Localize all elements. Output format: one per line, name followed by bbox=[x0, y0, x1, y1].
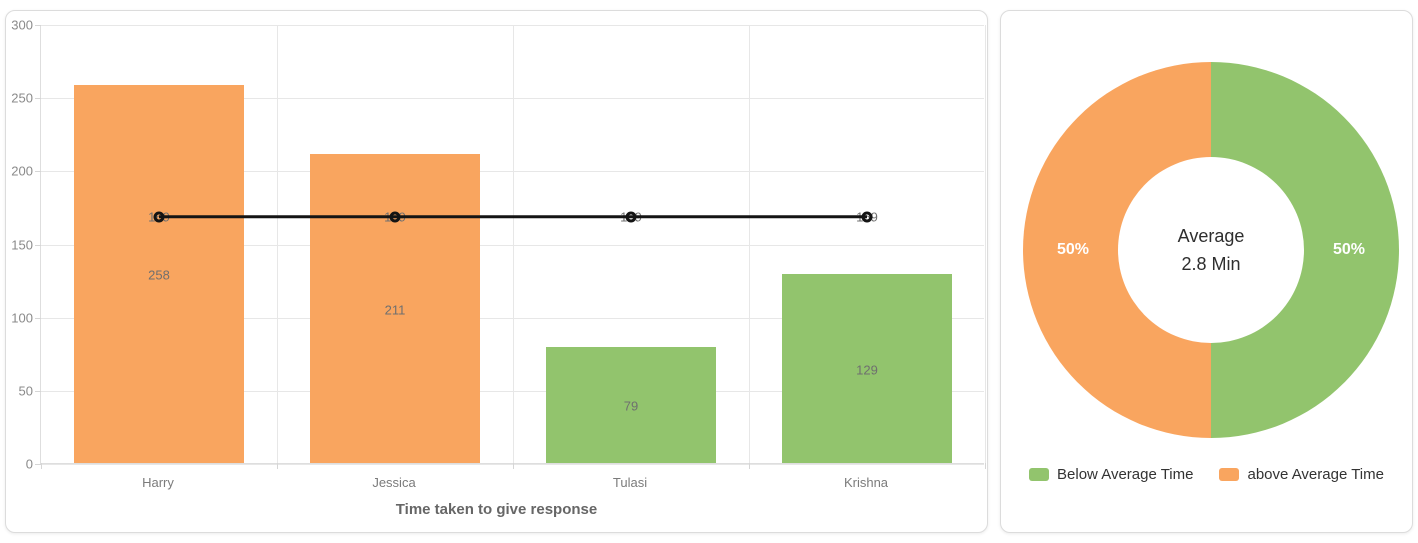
x-tick-mark bbox=[41, 463, 42, 469]
x-category-label: Krishna bbox=[843, 475, 889, 490]
x-category-label: Tulasi bbox=[612, 475, 648, 490]
bar-chart-title: Time taken to give response bbox=[395, 501, 598, 518]
line-point-marker[interactable] bbox=[625, 211, 637, 223]
legend-item[interactable]: Below Average Time bbox=[1029, 466, 1193, 483]
legend-label: above Average Time bbox=[1247, 466, 1384, 483]
y-tick-mark bbox=[35, 464, 41, 465]
y-tick-label: 300 bbox=[11, 17, 33, 33]
legend-item[interactable]: above Average Time bbox=[1219, 466, 1384, 483]
y-tick-mark bbox=[35, 244, 41, 246]
legend-swatch bbox=[1219, 468, 1240, 481]
y-tick-label: 250 bbox=[11, 90, 33, 106]
y-tick-label: 0 bbox=[25, 456, 33, 472]
y-tick-label: 100 bbox=[11, 310, 33, 326]
y-tick-mark bbox=[35, 171, 41, 173]
gridline-v bbox=[749, 25, 750, 463]
y-tick-mark bbox=[35, 317, 41, 319]
y-axis: 300 250 200 150 100 50 0 bbox=[6, 18, 40, 472]
donut-chart-card: Average 2.8 Min 50% 50% Below Average Tim… bbox=[1000, 10, 1413, 533]
x-tick-mark bbox=[985, 463, 986, 469]
average-line bbox=[159, 215, 867, 219]
line-point-marker[interactable] bbox=[861, 211, 873, 223]
gridline-v bbox=[985, 25, 986, 463]
gridline-h bbox=[41, 25, 984, 26]
y-tick-label: 50 bbox=[18, 383, 33, 399]
donut-legend: Below Average Time above Average Time bbox=[1001, 466, 1412, 483]
x-axis: Harry Jessica Tulasi Krishna bbox=[40, 472, 984, 492]
gridline-h bbox=[41, 390, 984, 392]
donut-center-title: Average bbox=[1177, 225, 1245, 246]
gridline-v bbox=[513, 25, 514, 463]
x-tick-mark bbox=[749, 463, 750, 469]
x-category-label: Harry bbox=[142, 475, 174, 490]
gridline-h bbox=[41, 317, 984, 319]
gridline-h bbox=[41, 98, 984, 100]
bar-value-label: 129 bbox=[856, 362, 878, 378]
bar-plot-area: 258 211 79 129 169 169 169 169 bbox=[35, 25, 986, 469]
donut-center-value: 2.8 Min bbox=[1181, 253, 1241, 274]
bar-chart-card: 300 250 200 150 100 50 0 258 211 79 129 169 169 169 1… bbox=[5, 10, 988, 533]
line-point-marker[interactable] bbox=[389, 211, 401, 223]
x-tick-mark bbox=[513, 463, 514, 469]
slice-percent-label: 50% bbox=[1056, 241, 1090, 258]
gridline-h bbox=[41, 464, 984, 465]
bar-value-label: 211 bbox=[384, 302, 406, 318]
bar-jessica[interactable] bbox=[310, 154, 480, 463]
bar-tulasi[interactable] bbox=[546, 347, 716, 463]
bar-value-label: 258 bbox=[148, 267, 170, 283]
bar-value-label: 79 bbox=[623, 398, 639, 414]
x-tick-mark bbox=[277, 463, 278, 469]
y-tick-mark bbox=[35, 98, 41, 100]
donut-ring[interactable]: Average 2.8 Min 50% 50% bbox=[1023, 62, 1399, 438]
x-category-label: Jessica bbox=[372, 475, 416, 490]
legend-swatch bbox=[1029, 468, 1050, 481]
legend-label: Below Average Time bbox=[1057, 466, 1194, 483]
gridline-v bbox=[277, 25, 278, 463]
gridline-h bbox=[41, 244, 984, 246]
bar-krishna[interactable] bbox=[782, 274, 952, 463]
bar-harry[interactable] bbox=[74, 85, 244, 463]
y-tick-mark bbox=[35, 390, 41, 392]
slice-percent-label: 50% bbox=[1332, 241, 1366, 258]
y-tick-label: 200 bbox=[11, 163, 33, 179]
gridline-h bbox=[41, 171, 984, 173]
y-tick-mark bbox=[35, 25, 41, 26]
y-tick-label: 150 bbox=[11, 237, 33, 252]
donut-center: Average 2.8 Min bbox=[1118, 157, 1304, 343]
line-point-marker[interactable] bbox=[153, 211, 165, 223]
